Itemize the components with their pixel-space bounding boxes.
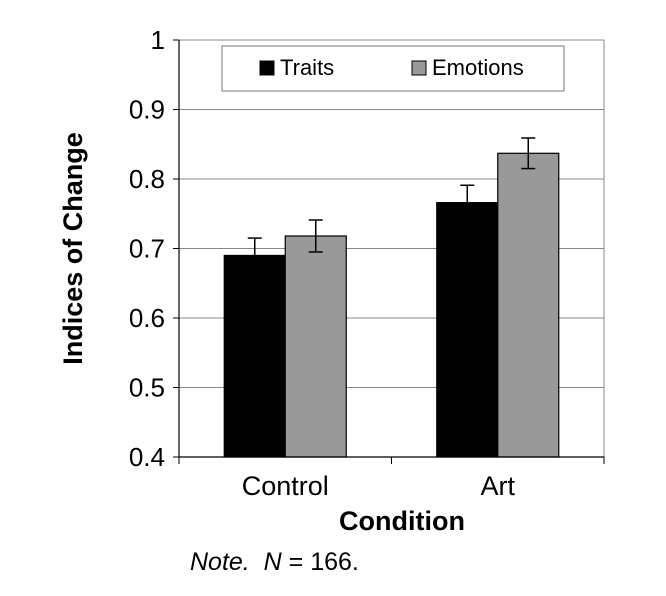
bars <box>223 152 560 458</box>
bar-traits-art <box>436 202 499 458</box>
error-bar <box>308 219 323 253</box>
y-tick-label: 0.6 <box>129 303 165 333</box>
error-bars <box>247 137 536 274</box>
axes <box>173 39 605 464</box>
y-tick-labels: 0.4 0.5 0.6 0.7 0.8 0.9 1 <box>129 25 165 472</box>
note-label: Note. <box>190 548 250 576</box>
y-tick-label: 0.5 <box>129 373 165 403</box>
legend-label-traits: Traits <box>280 55 334 80</box>
note-text: Note. N = 166. <box>190 548 359 577</box>
n-symbol: N <box>263 548 282 576</box>
bar-emotions-control <box>284 235 347 458</box>
y-tick-label: 0.7 <box>129 234 165 264</box>
legend: Traits Emotions <box>221 45 565 92</box>
y-axis-title: Indices of Change <box>58 132 88 365</box>
note-value: = 166. <box>281 548 359 576</box>
x-axis-title: Condition <box>339 506 465 536</box>
legend-swatch-emotions <box>411 60 427 76</box>
error-bar <box>247 237 262 274</box>
y-tick-label: 0.4 <box>129 442 165 472</box>
x-tick-labels: Control Art <box>242 471 516 501</box>
legend-box <box>221 45 565 92</box>
x-tick-label: Art <box>480 471 515 501</box>
y-tick-label: 1 <box>151 25 165 55</box>
y-tick-label: 0.8 <box>129 164 165 194</box>
error-bar <box>521 137 536 170</box>
y-tick-label: 0.9 <box>129 95 165 125</box>
bar-emotions-art <box>497 152 560 458</box>
legend-swatch-traits <box>259 60 275 76</box>
error-bar <box>460 184 475 221</box>
legend-label-emotions: Emotions <box>432 55 524 80</box>
x-tick-label: Control <box>242 471 329 501</box>
bar-traits-control <box>223 254 286 458</box>
